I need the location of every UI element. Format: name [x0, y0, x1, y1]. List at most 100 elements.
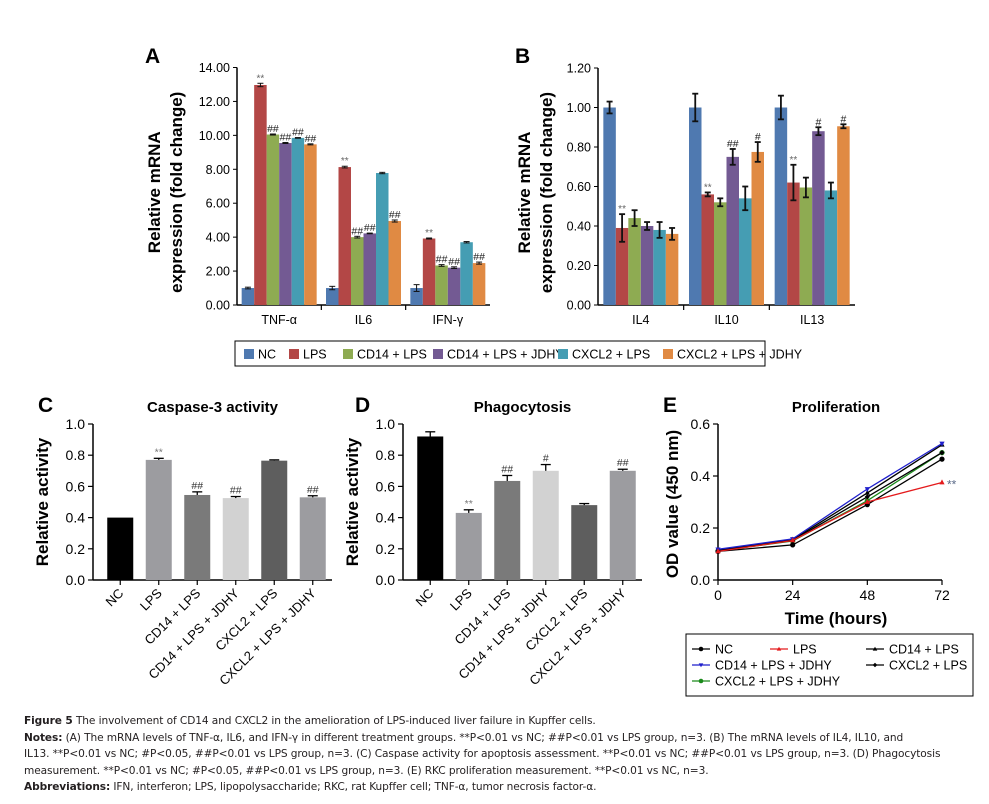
- y-axis-title: expression (fold change): [167, 92, 186, 293]
- y-axis-title: OD value (450 nm): [663, 430, 682, 578]
- data-point: [939, 456, 945, 462]
- legend-label: LPS: [793, 643, 817, 657]
- significance-label: ##: [501, 463, 513, 475]
- legend-label: NC: [258, 348, 276, 362]
- significance-label: **: [704, 182, 712, 193]
- y-tick-label: 14.00: [199, 61, 230, 75]
- y-tick-label: 0.6: [691, 416, 711, 432]
- bar: [304, 144, 317, 305]
- y-tick-label: 0.20: [567, 259, 591, 273]
- legend-label: NC: [715, 643, 733, 657]
- x-tick-label: TNF-α: [261, 313, 297, 327]
- y-tick-label: 0.6: [66, 478, 86, 494]
- y-tick-label: 0.4: [376, 510, 396, 526]
- y-tick-label: 0.00: [567, 299, 591, 313]
- significance-label: #: [815, 116, 821, 128]
- legend-label: CXCL2 + LPS: [889, 659, 967, 673]
- caption-figure-label: Figure 5: [24, 715, 73, 727]
- bar: [726, 156, 739, 305]
- legend-swatch: [558, 349, 568, 359]
- bar: [701, 194, 714, 305]
- data-point: [864, 489, 870, 495]
- y-tick-label: 0.80: [567, 141, 591, 155]
- significance-label: ##: [191, 480, 203, 492]
- panel-b-chart: 0.00 0.20 0.40 0.60 0.80 1.00 1.20 Relative mRN…: [515, 62, 855, 327]
- significance-label: ##: [280, 131, 292, 143]
- significance-label: **: [155, 446, 163, 458]
- line-legend: NC LPS CD14 + LPS CD14 + LPS + JDHY CXCL2 + …: [685, 633, 974, 697]
- significance-label: #: [755, 131, 761, 143]
- legend-swatch: [244, 349, 254, 359]
- bar: [455, 512, 482, 580]
- y-axis-title: expression (fold change): [537, 92, 556, 293]
- bar: [261, 460, 288, 580]
- panel-label-c: C: [38, 394, 53, 417]
- caption-notes-line-1: Notes: (A) The mRNA levels of TNF-α, IL6…: [24, 730, 984, 747]
- data-point: [939, 479, 945, 485]
- panel-e-chart: Proliferation 0.0 0.2 0.4 0.6 0 24 48 72 Time (ho…: [663, 399, 957, 628]
- data-point: [864, 487, 870, 493]
- bar: [388, 221, 401, 305]
- legend-marker: [776, 646, 782, 651]
- caption-notes-text-3: measurement. **P<0.01 vs NC; #P<0.05, ##…: [24, 764, 709, 777]
- y-tick-label: 0.0: [66, 572, 86, 588]
- series-line: [717, 452, 943, 552]
- bar: [417, 436, 444, 580]
- figure-canvas: A B C D E 0.002.004.006.008.0010.0012.00…: [33, 45, 974, 697]
- series-line: [717, 481, 943, 553]
- significance-label: **: [618, 204, 626, 215]
- x-tick-label: IL6: [355, 313, 372, 327]
- y-tick-label: 12.00: [199, 95, 230, 109]
- significance-label: ##: [364, 222, 376, 234]
- y-tick-label: 0.0: [376, 572, 396, 588]
- series-line: [717, 444, 943, 551]
- bar: [472, 263, 486, 305]
- x-tick-label: 72: [934, 587, 950, 603]
- significance-label: ##: [436, 254, 448, 266]
- y-tick-label: 8.00: [206, 163, 230, 177]
- y-tick-label: 0.8: [66, 447, 86, 463]
- bar: [184, 494, 211, 580]
- y-tick-label: 0.2: [376, 541, 396, 557]
- panel-c-chart: Caspase-3 activity 0.0 0.2 0.4 0.6 0.8 1.0 Rela…: [33, 399, 332, 688]
- significance-label: **: [425, 228, 433, 239]
- significance-label: ##: [473, 251, 485, 263]
- caption-notes-text-2: IL13. **P<0.01 vs NC; #P<0.05, ##P<0.01 …: [24, 748, 941, 761]
- y-tick-label: 0.4: [691, 468, 711, 484]
- bar: [787, 182, 800, 305]
- data-point: [790, 537, 796, 543]
- y-axis-title: Relative activity: [343, 437, 362, 566]
- bar: [615, 227, 629, 305]
- bar: [266, 134, 280, 305]
- legend-label: CD14 + LPS + JDHY: [715, 659, 832, 673]
- bar: [824, 190, 838, 305]
- bar: [363, 233, 376, 305]
- y-tick-label: 4.00: [206, 231, 230, 245]
- y-tick-label: 0.60: [567, 180, 591, 194]
- panel-label-d: D: [355, 394, 370, 417]
- significance-label: **: [465, 498, 473, 510]
- bar: [107, 517, 134, 580]
- bar: [532, 470, 559, 580]
- legend-label: CD14 + LPS + JDHY: [447, 348, 564, 362]
- y-tick-label: 6.00: [206, 197, 230, 211]
- series-line: [717, 458, 943, 553]
- data-point: [715, 548, 721, 554]
- x-tick-label: LPS: [447, 585, 475, 613]
- bar: [571, 505, 598, 580]
- y-tick-label: 0.8: [376, 447, 396, 463]
- y-tick-label: 0.2: [691, 520, 711, 536]
- bar: [351, 237, 364, 305]
- figure-caption: Figure 5 The involvement of CD14 and CXC…: [24, 713, 984, 796]
- chart-title: Caspase-3 activity: [147, 399, 279, 416]
- significance-label: ##: [617, 457, 629, 469]
- series-line: [717, 442, 943, 550]
- significance-label: ##: [267, 123, 279, 135]
- bar: [799, 187, 813, 305]
- significance-label: **: [947, 478, 957, 492]
- bar: [254, 84, 267, 306]
- chart-title: Phagocytosis: [474, 399, 572, 416]
- bar: [774, 107, 788, 305]
- bar: [603, 107, 616, 305]
- x-tick-label: IFN-γ: [433, 313, 464, 327]
